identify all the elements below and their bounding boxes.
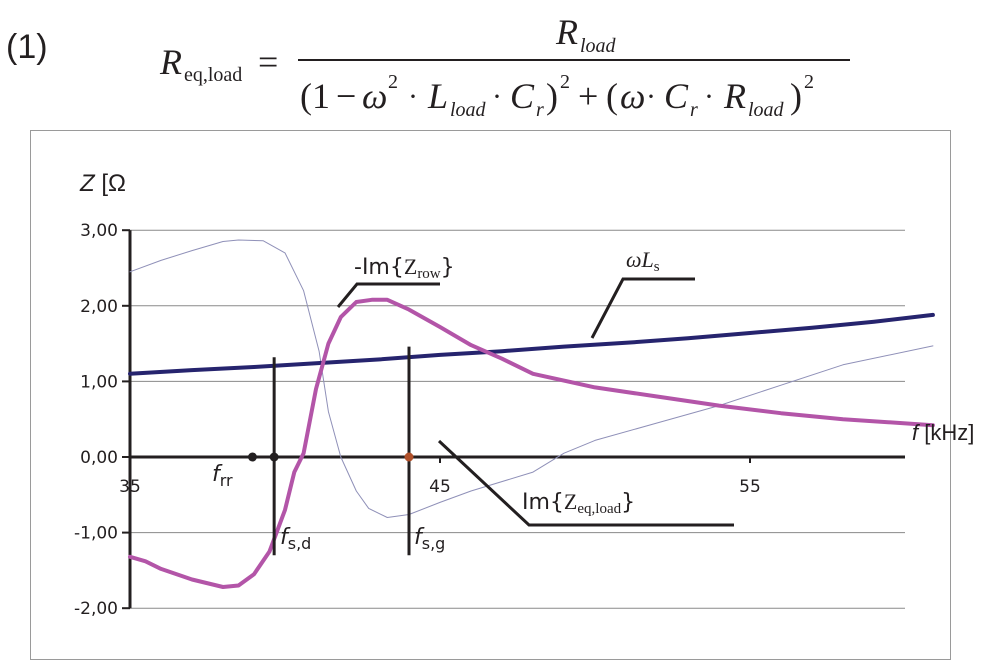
label-im-zrow: -Im{Zrow} — [354, 254, 455, 282]
formula-L-sub: load — [450, 99, 487, 121]
y-tick-label: 3,00 — [80, 221, 118, 241]
formula-numerator-main: R — [555, 12, 578, 52]
leader-im-zeq — [437, 439, 734, 527]
marker-label-f_s,d: fs,d — [280, 525, 311, 553]
series-lines — [128, 239, 935, 589]
marker-dot-f_s,d — [269, 452, 279, 462]
formula-L: L — [427, 76, 448, 116]
formula-R: R — [723, 76, 746, 116]
formula-plus: + — [578, 76, 598, 116]
x-tick-label: 55 — [739, 477, 761, 497]
leader-im-zrow — [336, 282, 440, 308]
formula-equals: = — [258, 42, 278, 82]
formula-lhs-main: R — [159, 42, 182, 82]
formula-dot-2: · — [492, 80, 502, 113]
label-im-zeq: Im{Zeq,load} — [522, 489, 635, 517]
x-axis: 35 45 55 — [119, 455, 905, 497]
y-tick-label: 2,00 — [80, 297, 118, 317]
formula-close-2: ) — [790, 76, 802, 116]
formula-omega-1: ω — [362, 76, 387, 116]
grid-lines — [130, 229, 905, 609]
label-omega-ls: ωLs — [626, 247, 660, 275]
series-line-0 — [128, 312, 935, 376]
x-tick-label: 35 — [119, 477, 141, 497]
marker-dot-f_rr — [247, 452, 257, 462]
marker-label-f_rr: frr — [212, 462, 233, 490]
x-tick-label: 45 — [429, 477, 451, 497]
leader-omega-ls — [590, 277, 695, 339]
formula-minus: − — [336, 76, 356, 116]
formula-dot-3: · — [646, 80, 656, 113]
y-tick-label: -1,00 — [74, 524, 118, 544]
y-axis-title: Z [Ω — [79, 170, 126, 197]
y-tick-label: 1,00 — [80, 372, 118, 392]
y-tick-label: -2,00 — [74, 599, 118, 619]
x-axis-title: f [kHz] — [912, 420, 974, 445]
y-axis: 3,00 2,00 1,00 0,00 -1,00 -2,00 — [74, 221, 132, 619]
formula-omega-2: ω — [620, 76, 645, 116]
equation-number: (1) — [6, 28, 48, 66]
frequency-markers: frr fs,d fs,g — [212, 346, 445, 556]
formula-R-sub: load — [748, 99, 785, 121]
formula-denom-open1: (1 — [300, 76, 330, 116]
formula-numerator-sub: load — [580, 35, 617, 57]
series-line-2 — [129, 239, 934, 518]
y-tick-label: 0,00 — [80, 448, 118, 468]
formula-sq-2: 2 — [560, 71, 570, 93]
chart: 3,00 2,00 1,00 0,00 -1,00 -2,00 35 45 55 -Im{Zr… — [74, 170, 974, 619]
marker-label-f_s,g: fs,g — [414, 525, 445, 553]
formula: R eq,load = R load (1 − ω 2 · L load · C… — [159, 12, 850, 121]
marker-dot-f_s,g — [404, 452, 414, 462]
formula-close-1: ) — [546, 76, 558, 116]
formula-C-sub-1: r — [536, 99, 544, 121]
formula-C-1: C — [510, 76, 535, 116]
formula-lhs-sub: eq,load — [184, 64, 242, 86]
series-line-1 — [128, 297, 935, 589]
formula-dot-4: · — [704, 80, 714, 113]
formula-open-2: ( — [606, 76, 618, 116]
formula-sq-3: 2 — [804, 71, 814, 93]
formula-sq-1: 2 — [388, 71, 398, 93]
formula-C-2: C — [664, 76, 689, 116]
formula-C-sub-2: r — [690, 99, 698, 121]
formula-dot-1: · — [408, 80, 418, 113]
annotations: -Im{Zrow} ωLs Im{Zeq,load} — [336, 247, 734, 527]
